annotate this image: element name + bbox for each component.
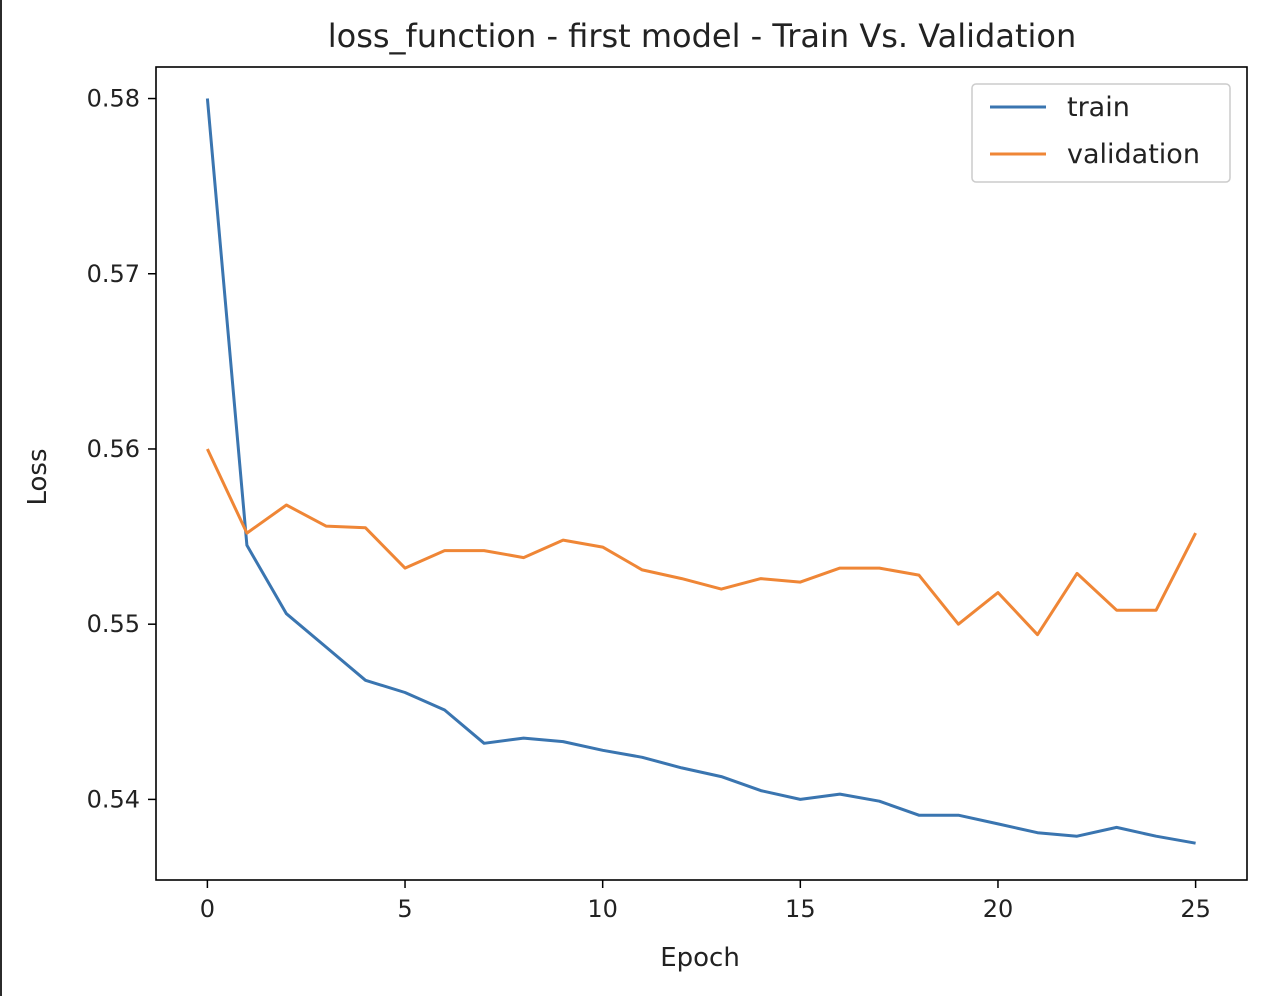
y-tick-label: 0.58 xyxy=(87,85,140,113)
y-tick-label: 0.57 xyxy=(87,260,140,288)
y-axis-title: Loss xyxy=(23,448,53,505)
chart-title: loss_function - first model - Train Vs. … xyxy=(328,17,1077,55)
legend-label-validation: validation xyxy=(1067,139,1200,170)
series-lines xyxy=(205,98,1197,845)
y-axis: 0.54 0.55 0.56 0.57 0.58 xyxy=(87,85,156,813)
y-tick-label: 0.54 xyxy=(87,785,140,813)
window-edge xyxy=(0,0,2,996)
x-axis-title: Epoch xyxy=(660,943,740,973)
series-line-validation xyxy=(206,448,1197,637)
x-tick-label: 25 xyxy=(1180,895,1211,923)
plot-area-frame xyxy=(155,66,1248,881)
x-tick-label: 15 xyxy=(785,895,816,923)
series-line-train xyxy=(205,98,1196,845)
legend: train validation xyxy=(971,83,1231,183)
x-tick-label: 5 xyxy=(397,895,412,923)
y-tick-label: 0.55 xyxy=(87,610,140,638)
x-tick-label: 20 xyxy=(983,895,1014,923)
x-tick-label: 0 xyxy=(200,895,215,923)
x-axis: 0 5 10 15 20 25 xyxy=(200,880,1211,923)
x-tick-label: 10 xyxy=(587,895,618,923)
y-tick-label: 0.56 xyxy=(87,435,140,463)
legend-label-train: train xyxy=(1067,92,1130,123)
